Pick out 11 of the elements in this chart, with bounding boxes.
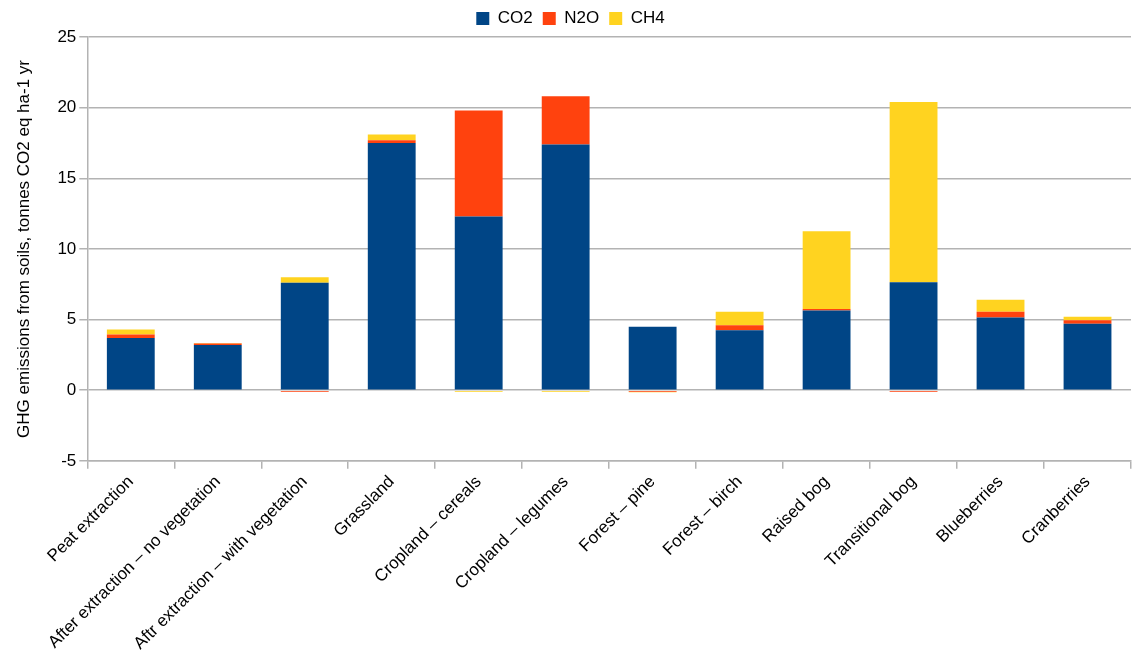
legend-label: N2O bbox=[564, 8, 600, 28]
y-tick-label: 25 bbox=[57, 26, 77, 46]
y-tick-label: 5 bbox=[66, 309, 77, 329]
y-tick-label: 20 bbox=[57, 97, 77, 117]
y-tick-label: 10 bbox=[57, 238, 77, 258]
y-tick-label: 0 bbox=[66, 379, 77, 399]
y-axis-title: GHG emissions from soils, tonnes CO2 eq ha-1 yr bbox=[13, 59, 33, 438]
legend-label: CO2 bbox=[497, 8, 533, 28]
legend-label: CH4 bbox=[630, 8, 665, 28]
y-tick-label: 15 bbox=[57, 167, 77, 187]
y-tick-label: -5 bbox=[61, 450, 77, 470]
